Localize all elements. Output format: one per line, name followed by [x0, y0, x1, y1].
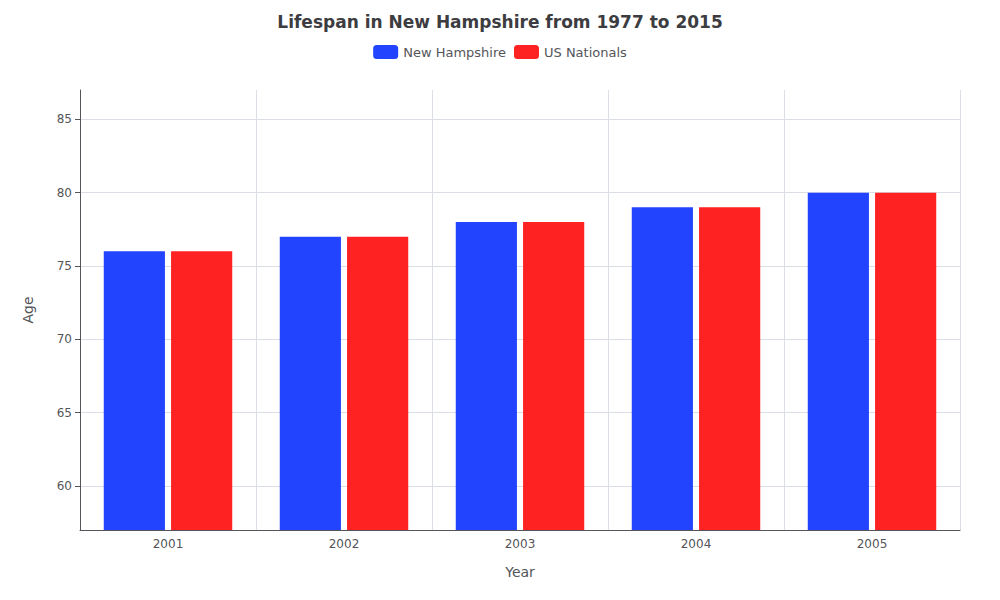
svg-text:2002: 2002: [329, 537, 360, 551]
svg-text:New Hampshire: New Hampshire: [403, 45, 506, 60]
svg-text:US Nationals: US Nationals: [544, 45, 627, 60]
svg-text:Year: Year: [504, 564, 535, 580]
svg-text:65: 65: [57, 406, 72, 420]
svg-text:2001: 2001: [153, 537, 184, 551]
svg-text:2004: 2004: [681, 537, 712, 551]
svg-text:Lifespan in New Hampshire from: Lifespan in New Hampshire from 1977 to 2…: [277, 12, 722, 32]
svg-text:70: 70: [57, 332, 72, 346]
svg-text:60: 60: [57, 479, 72, 493]
svg-text:80: 80: [57, 186, 72, 200]
svg-text:85: 85: [57, 112, 72, 126]
svg-text:2005: 2005: [857, 537, 888, 551]
svg-text:2003: 2003: [505, 537, 536, 551]
svg-text:75: 75: [57, 259, 72, 273]
svg-text:Age: Age: [20, 296, 36, 323]
